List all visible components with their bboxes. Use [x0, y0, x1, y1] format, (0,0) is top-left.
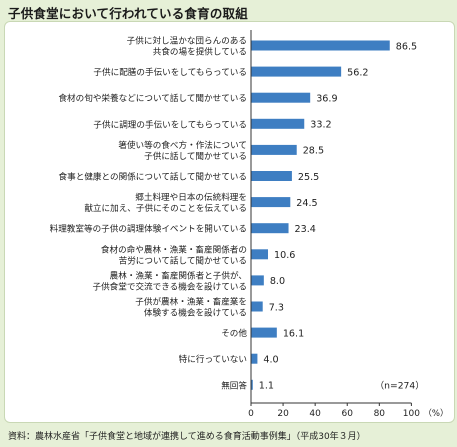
category-label: 料理教室等の子供の調理体験イベントを開いている	[50, 223, 247, 235]
value-label: 8.0	[270, 276, 285, 287]
bar	[251, 275, 264, 286]
bar	[251, 353, 258, 364]
x-tick-label: 0	[248, 409, 254, 419]
bar	[251, 144, 297, 155]
page-title: 子供食堂において行われている食育の取組	[8, 6, 248, 21]
category-label: 食事と健康との関係について話して聞かせている	[59, 171, 247, 183]
value-label: 86.5	[396, 41, 417, 52]
value-label: 4.0	[263, 355, 278, 366]
source-note: 資料：農林水産省「子供食堂と地域が連携して進める食育活動事例集」（平成30年３月…	[8, 432, 366, 442]
x-tick-label: 80	[374, 409, 386, 419]
bar	[251, 197, 291, 208]
category-label: 無回答	[221, 379, 247, 391]
bar	[251, 66, 342, 77]
value-label: 36.9	[316, 94, 337, 105]
value-label: 25.5	[298, 172, 319, 183]
bar	[251, 379, 253, 390]
value-label: 23.4	[295, 224, 316, 235]
category-label: 献立に加え、子供にそのことを伝えている	[84, 202, 247, 214]
category-label: 子供に話して聞かせている	[144, 150, 247, 162]
x-axis-unit: （%）	[423, 408, 448, 419]
category-label: 農林・漁業・畜産関係者と子供が、	[110, 269, 247, 281]
chart-panel: 子供に対し温かな団らんのある 共食の場を提供している 86.5 子供に配膳の手伝いをし…	[4, 21, 455, 423]
category-label: 箸使い等の食べ方・作法について	[118, 139, 247, 151]
bar	[251, 171, 292, 181]
category-label: 特に行っていない	[179, 353, 247, 365]
value-label: 1.1	[259, 381, 274, 392]
bar	[251, 327, 277, 338]
bar	[251, 40, 390, 51]
sample-size-note: （n=274）	[375, 381, 424, 392]
value-label: 28.5	[303, 146, 324, 157]
value-label: 16.1	[283, 328, 304, 339]
bar	[251, 249, 269, 260]
category-label: 子供に配膳の手伝いをしてもらっている	[93, 66, 247, 78]
category-label: 子供に対し温かな団らんのある	[127, 35, 247, 47]
category-label: 子供が農林・漁業・畜産業を	[135, 296, 247, 308]
category-label: 苦労について話して聞かせている	[119, 254, 247, 266]
x-tick-label: 20	[277, 409, 289, 419]
category-label: 子供に調理の手伝いをしてもらっている	[93, 118, 247, 130]
category-label: 子供食堂で交流できる機会を設けている	[92, 280, 247, 292]
value-label: 56.2	[347, 67, 368, 78]
category-label: 体験する機会を設けている	[144, 307, 247, 319]
bar	[251, 223, 289, 234]
category-label: 共食の場を提供している	[153, 46, 247, 58]
value-label: 7.3	[269, 302, 284, 313]
value-label: 24.5	[296, 198, 317, 209]
bar	[251, 118, 305, 129]
x-tick-label: 100	[403, 409, 420, 419]
x-tick-label: 40	[309, 409, 321, 419]
category-label: 食材の命や農林・漁業・畜産関係者の	[101, 243, 247, 255]
value-label: 33.2	[310, 120, 331, 131]
value-label: 10.6	[274, 250, 295, 261]
bar	[251, 301, 263, 312]
x-tick-label: 60	[342, 409, 354, 419]
category-label: その他	[221, 327, 247, 339]
category-label: 郷土料理や日本の伝統料理を	[135, 191, 247, 203]
bar	[251, 92, 311, 103]
category-label: 食材の旬や栄養などについて話して聞かせている	[58, 92, 247, 104]
